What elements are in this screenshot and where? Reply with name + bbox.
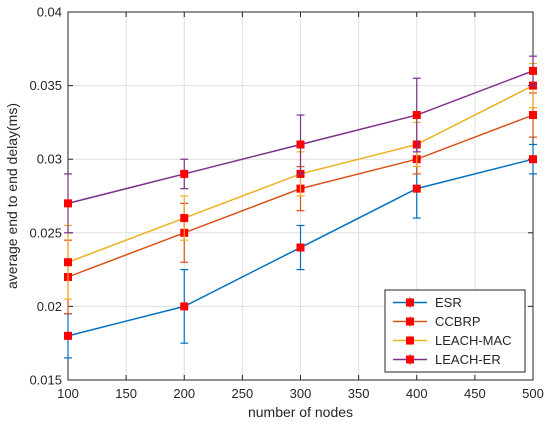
legend-label: LEACH-MAC [435, 333, 512, 348]
legend-label: LEACH-ER [435, 352, 501, 367]
series-group [64, 55, 537, 359]
data-point [64, 199, 72, 208]
data-point [296, 243, 305, 252]
data-point [64, 331, 72, 340]
y-tick-label: 0.015 [29, 373, 62, 388]
x-tick-label: 400 [406, 386, 428, 401]
data-point [180, 302, 189, 311]
y-tick-label: 0.03 [37, 152, 62, 167]
axis-ticks: 100 150 200 250 300 350 400 450 500 0.015 0.02 0.02… [29, 5, 543, 402]
data-point [529, 111, 537, 120]
data-point [180, 169, 189, 178]
x-tick-label: 250 [232, 386, 254, 401]
x-tick-label: 350 [348, 386, 370, 401]
legend-label: ESR [435, 295, 462, 310]
legend-item: LEACH-MAC [393, 333, 512, 348]
legend-label: CCBRP [435, 314, 481, 329]
x-tick-label: 200 [173, 386, 195, 401]
y-tick-label: 0.025 [29, 225, 62, 240]
legend-item: LEACH-ER [393, 352, 501, 367]
legend: ESR CCBRP LEACH-MAC LEACH-ER [384, 289, 526, 373]
data-point [296, 140, 305, 149]
legend-marker [406, 298, 414, 307]
series-leach-er [64, 55, 537, 234]
x-tick-label: 500 [522, 386, 544, 401]
y-tick-label: 0.04 [37, 5, 62, 20]
data-point [529, 66, 537, 75]
data-point [412, 184, 421, 193]
x-tick-label: 300 [290, 386, 312, 401]
legend-item: CCBRP [393, 314, 481, 329]
y-tick-label: 0.035 [29, 78, 62, 93]
x-tick-label: 150 [115, 386, 137, 401]
legend-marker [406, 336, 414, 345]
x-axis-label: number of nodes [248, 404, 353, 420]
y-tick-label: 0.02 [37, 299, 62, 314]
series-esr [64, 143, 537, 359]
legend-marker [406, 317, 414, 326]
x-tick-label: 450 [464, 386, 486, 401]
data-point [529, 155, 537, 164]
data-point [64, 258, 72, 267]
legend-item: ESR [393, 295, 462, 310]
legend-marker [406, 355, 414, 364]
data-point [412, 111, 421, 120]
y-axis-label: average end to end delay(ms) [4, 103, 20, 289]
data-point [180, 214, 189, 223]
x-tick-label: 100 [57, 386, 79, 401]
